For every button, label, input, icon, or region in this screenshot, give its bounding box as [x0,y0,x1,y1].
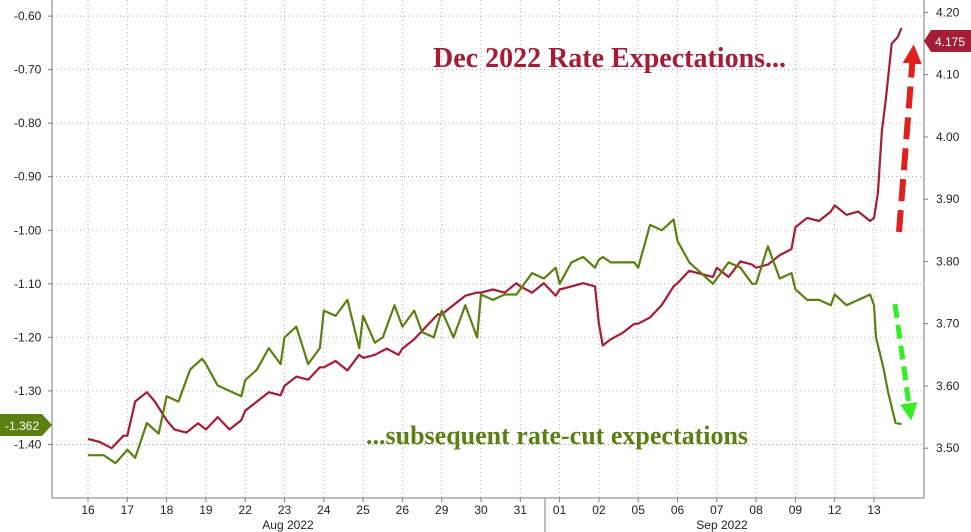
x-axis-day-labels: 16 17 18 19 22 23 24 25 26 29 30 31 01 02 05 06 07 08 09 12… [81,498,881,517]
left-tick-label: -1.40 [14,437,42,451]
right-tick-label: 3.50 [936,441,960,455]
left-tick-label: -0.70 [14,63,42,77]
x-tick-label: 08 [749,503,763,517]
annotation-rate-cut-expectations: ...subsequent rate-cut expectations [366,421,748,450]
series-line-dec-2022-rate-expectations [87,27,903,450]
left-tick-label: -1.20 [14,330,42,344]
left-axis-ticks: -0.60 -0.70 -0.80 -0.90 -1.00 -1.10 -1.20 -1.30… [14,9,52,451]
last-value-label-red: 4.175 [935,35,965,49]
x-tick-label: 22 [239,503,253,517]
right-tick-label: 4.20 [936,5,960,19]
right-tick-label: 4.00 [936,130,960,144]
x-tick-label: 16 [81,503,95,517]
right-tick-label: 3.80 [936,254,960,268]
x-tick-label: 26 [396,503,410,517]
month-label-aug: Aug 2022 [262,518,314,532]
x-tick-label: 24 [317,503,331,517]
right-tick-label: 4.10 [936,68,960,82]
x-tick-label: 17 [121,503,135,517]
last-value-badge-green: -1.362 [0,414,52,436]
up-arrow-icon [896,44,922,233]
x-tick-label: 06 [671,503,685,517]
left-tick-label: -0.60 [14,9,42,23]
x-tick-label: 07 [710,503,724,517]
x-tick-label: 31 [514,503,528,517]
left-tick-label: -0.90 [14,170,42,184]
x-tick-label: 23 [278,503,292,517]
x-tick-label: 13 [867,503,881,517]
left-tick-label: -0.80 [14,116,42,130]
down-arrow-icon [892,303,918,421]
right-axis-ticks: 4.20 4.10 4.00 3.90 3.80 3.70 3.60 3.50 [924,5,960,455]
left-tick-label: -1.00 [14,223,42,237]
left-tick-label: -1.10 [14,277,42,291]
x-tick-label: 29 [435,503,449,517]
x-tick-label: 05 [632,503,646,517]
x-tick-label: 18 [160,503,174,517]
gridlines [52,0,924,498]
right-tick-label: 3.90 [936,192,960,206]
right-tick-label: 3.60 [936,379,960,393]
x-tick-label: 25 [356,503,370,517]
right-tick-label: 3.70 [936,317,960,331]
last-value-label-green: -1.362 [5,419,39,433]
left-tick-label: -1.30 [14,384,42,398]
last-value-badge-red: 4.175 [924,30,971,52]
annotation-dec-2022-rate-expectations: Dec 2022 Rate Expectations... [433,43,786,74]
x-tick-label: 30 [474,503,488,517]
x-tick-label: 01 [553,503,567,517]
x-tick-label: 12 [828,503,842,517]
series-line-rate-cut-expectations [88,218,902,465]
x-tick-label: 02 [592,503,606,517]
x-tick-label: 09 [789,503,803,517]
month-label-sep: Sep 2022 [696,518,748,532]
x-tick-label: 19 [199,503,213,517]
